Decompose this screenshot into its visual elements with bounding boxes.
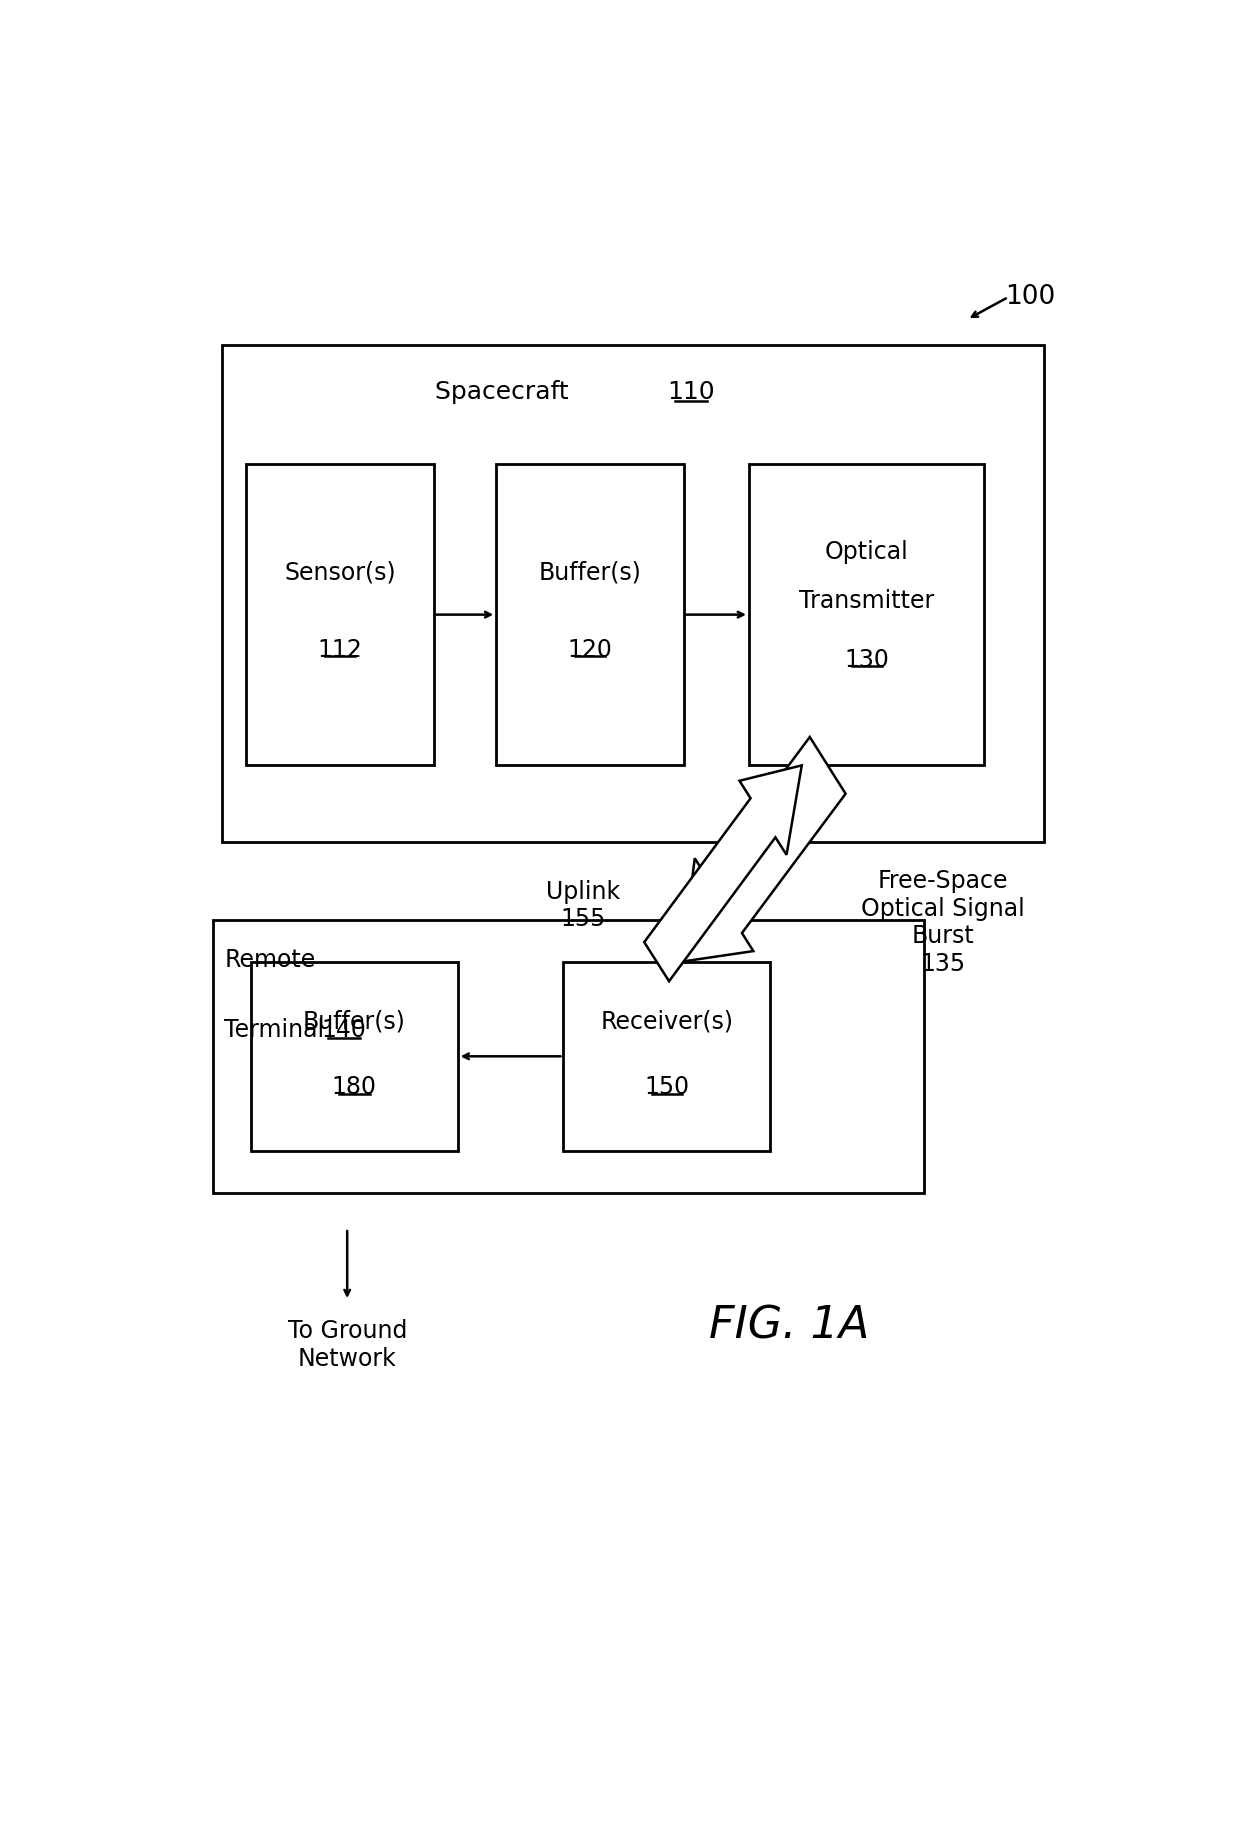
Text: 120: 120 (568, 637, 613, 661)
Text: Spacecraft: Spacecraft (435, 381, 585, 404)
Bar (222, 344, 1044, 843)
Text: Remote: Remote (224, 947, 315, 972)
Text: Buffer(s): Buffer(s) (303, 1009, 405, 1033)
Text: 180: 180 (332, 1074, 377, 1100)
Text: Receiver(s): Receiver(s) (600, 1009, 733, 1033)
Bar (213, 920, 924, 1193)
Text: 110: 110 (667, 381, 714, 404)
Text: Sensor(s): Sensor(s) (284, 561, 396, 585)
Text: Buffer(s): Buffer(s) (538, 561, 641, 585)
Text: To Ground
Network: To Ground Network (288, 1318, 407, 1371)
Polygon shape (682, 738, 846, 961)
Text: FIG. 1A: FIG. 1A (709, 1304, 869, 1348)
Text: 100: 100 (1006, 284, 1055, 310)
Text: Optical: Optical (825, 539, 909, 563)
Text: Free-Space
Optical Signal
Burst
135: Free-Space Optical Signal Burst 135 (861, 869, 1025, 976)
Polygon shape (645, 765, 802, 982)
Bar (247, 464, 434, 765)
Text: Transmitter: Transmitter (799, 588, 934, 612)
Text: 130: 130 (844, 648, 889, 672)
Bar (496, 464, 683, 765)
Bar (250, 961, 458, 1151)
Text: 112: 112 (317, 637, 362, 661)
Text: Uplink
155: Uplink 155 (546, 880, 620, 932)
Text: 150: 150 (644, 1074, 689, 1100)
Bar (563, 961, 770, 1151)
Bar (749, 464, 985, 765)
Text: Terminal: Terminal (224, 1018, 340, 1042)
Text: 140: 140 (322, 1018, 367, 1042)
